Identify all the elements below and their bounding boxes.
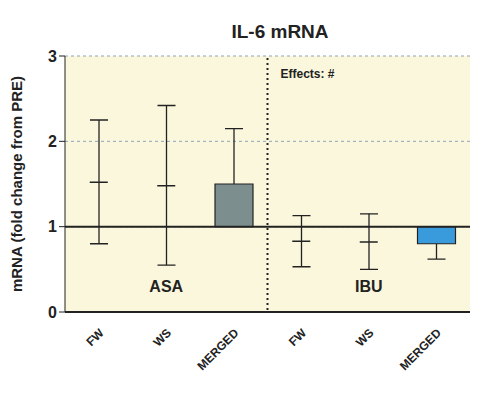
- svg-text:WS: WS: [353, 326, 377, 350]
- svg-text:IBU: IBU: [355, 278, 383, 295]
- svg-text:1: 1: [48, 218, 57, 235]
- svg-text:mRNA (fold change from PRE): mRNA (fold change from PRE): [8, 76, 25, 292]
- svg-text:FW: FW: [83, 325, 107, 349]
- svg-text:WS: WS: [150, 326, 174, 350]
- svg-text:3: 3: [48, 48, 57, 65]
- svg-text:MERGED: MERGED: [397, 326, 444, 373]
- svg-text:ASA: ASA: [149, 278, 183, 295]
- svg-text:2: 2: [48, 133, 57, 150]
- svg-text:0: 0: [48, 304, 57, 321]
- svg-text:IL-6 mRNA: IL-6 mRNA: [231, 21, 328, 42]
- svg-text:Effects: #: Effects: #: [280, 67, 334, 81]
- svg-text:MERGED: MERGED: [194, 326, 241, 373]
- svg-text:FW: FW: [286, 325, 310, 349]
